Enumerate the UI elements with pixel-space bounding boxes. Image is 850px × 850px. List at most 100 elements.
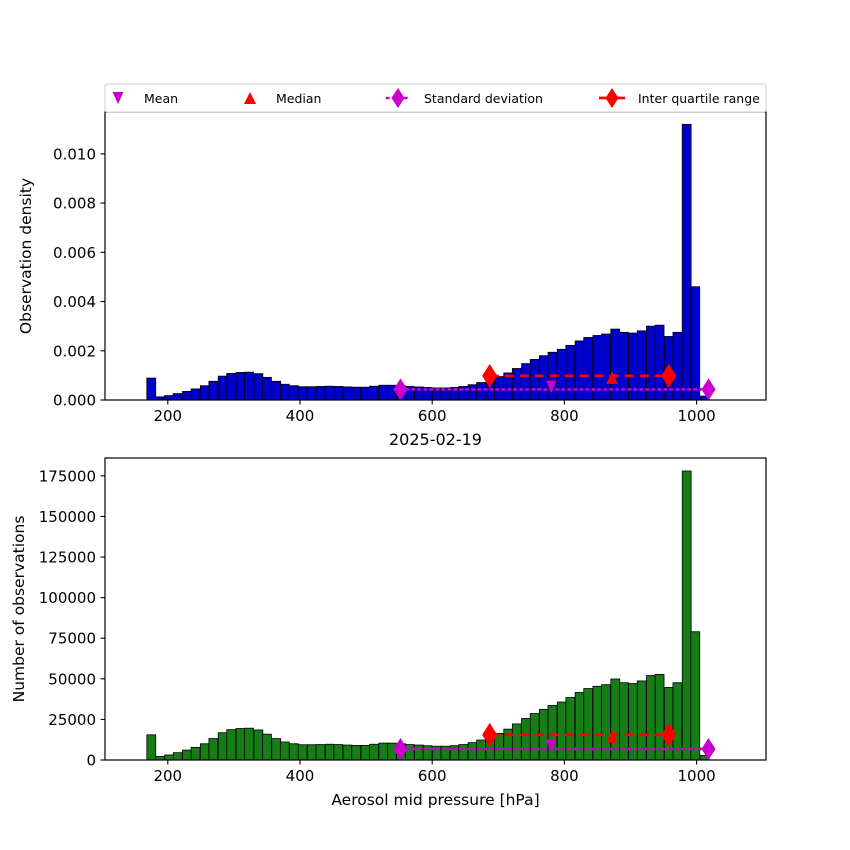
legend-label: Inter quartile range — [638, 91, 760, 106]
x-tick-label: 200 — [153, 407, 182, 425]
legend-item-mean[interactable]: Mean — [112, 91, 179, 106]
histogram-bar — [182, 390, 192, 401]
x-tick-label: 800 — [550, 407, 579, 425]
histogram-bar — [297, 386, 308, 401]
y-axis-label: Number of observations — [10, 516, 28, 703]
histogram-bar — [387, 742, 397, 761]
histogram-bar — [351, 744, 362, 761]
y-axis-ticks: 0.000 0.002 0.004 0.006 0.008 0.010 — [53, 145, 105, 410]
histogram-bar — [333, 744, 344, 761]
histogram-bar — [369, 385, 379, 401]
legend-item-standard-deviation[interactable]: Standard deviation — [385, 88, 543, 108]
statistics-overlay — [393, 363, 716, 401]
histogram-bar — [253, 729, 264, 761]
histogram-bar — [414, 744, 424, 761]
histogram-bar — [297, 744, 308, 761]
axes-frame — [104, 457, 767, 761]
histogram-bar — [529, 358, 540, 401]
legend-item-median[interactable]: Median — [244, 91, 321, 106]
y-tick-label: 25000 — [48, 711, 96, 729]
y-tick-label: 150000 — [39, 508, 96, 526]
x-tick-label: 1000 — [678, 407, 716, 425]
histogram-bar — [360, 386, 371, 401]
histogram-bar — [494, 732, 504, 761]
histogram-bar — [226, 373, 237, 401]
histogram-bar — [378, 742, 389, 761]
histogram-bar — [574, 340, 585, 401]
histogram-bar — [172, 393, 183, 401]
histogram-bar — [279, 383, 290, 401]
x-axis-ticks: 200 400 600 800 1000 — [153, 400, 716, 425]
histogram-bar — [146, 734, 157, 761]
histogram-bar — [307, 386, 317, 401]
histogram-bar — [342, 744, 353, 761]
histogram-bar — [289, 385, 299, 401]
y-tick-label: 0.010 — [53, 145, 96, 163]
histogram-bar — [511, 723, 522, 761]
x-axis-ticks: 200 400 600 800 1000 — [153, 760, 716, 785]
histogram-bar — [458, 744, 469, 761]
histogram-bar — [521, 363, 531, 401]
histogram-bar — [235, 728, 246, 761]
x-tick-label: 1000 — [678, 767, 716, 785]
statistics-overlay — [393, 722, 716, 760]
histogram-bar — [690, 631, 701, 761]
histogram-bar — [289, 743, 299, 761]
histogram-bar — [351, 386, 362, 401]
iqr-marker-high — [661, 722, 677, 747]
histogram-bar — [556, 701, 567, 761]
y-tick-label: 50000 — [48, 670, 96, 688]
y-axis-ticks: 0 25000 50000 75000 100000 125000 150000 175000 — [39, 467, 105, 770]
y-tick-label: 0.002 — [53, 342, 96, 360]
legend-item-inter-quartile-range[interactable]: Inter quartile range — [599, 88, 760, 108]
y-tick-label: 0.006 — [53, 244, 96, 262]
legend-marker-triangle-down-icon — [112, 92, 124, 104]
histogram-bar — [217, 375, 228, 401]
median-marker — [606, 371, 618, 384]
histogram-bar — [235, 372, 246, 401]
y-tick-label: 75000 — [48, 630, 96, 648]
y-tick-label: 0.008 — [53, 195, 96, 213]
mean-marker — [545, 380, 557, 394]
x-tick-label: 400 — [286, 407, 315, 425]
histogram-bar — [369, 743, 379, 761]
histogram-bar — [164, 754, 174, 761]
histogram-bar — [654, 674, 665, 761]
y-tick-label: 0 — [86, 752, 96, 770]
legend-marker-diamond-icon — [391, 88, 405, 108]
std-deviation-marker-high — [701, 738, 716, 760]
y-tick-label: 175000 — [39, 467, 96, 485]
histogram-bar — [378, 384, 389, 401]
histogram-bar — [521, 718, 531, 761]
histogram-bars — [146, 123, 710, 401]
y-axis-label: Observation density — [17, 178, 35, 334]
histogram-bar — [271, 380, 282, 401]
histogram-bar — [217, 732, 228, 761]
histogram-bar — [199, 743, 210, 761]
legend: Mean Median Standard deviation Inter quarti… — [104, 83, 767, 113]
y-tick-label: 125000 — [39, 549, 96, 567]
histogram-bar — [404, 744, 415, 761]
histogram-bar — [690, 286, 701, 401]
legend-label: Mean — [144, 91, 178, 106]
histogram-bar — [190, 388, 201, 401]
histogram-bar — [164, 395, 174, 401]
y-tick-label: 100000 — [39, 589, 96, 607]
histogram-bar — [315, 744, 326, 761]
legend-label: Median — [276, 91, 321, 106]
y-tick-label: 0.004 — [53, 293, 96, 311]
median-marker — [606, 729, 618, 743]
iqr-marker-low — [482, 722, 498, 747]
histogram-bar — [547, 705, 558, 761]
histogram-bar — [360, 744, 371, 761]
std-deviation-marker-low — [393, 738, 408, 760]
iqr-marker-high — [661, 363, 677, 388]
histogram-bar — [529, 713, 540, 761]
histogram-bar — [565, 344, 576, 401]
histogram-bar — [467, 384, 478, 401]
legend-marker-triangle-up-icon — [244, 92, 256, 104]
histogram-bar — [681, 123, 692, 401]
histogram-bar — [315, 386, 326, 401]
histogram-bar — [539, 355, 549, 401]
axes-bottom-panel: 200 400 600 800 1000 0 25000 50000 75000 100000 12… — [10, 457, 767, 809]
